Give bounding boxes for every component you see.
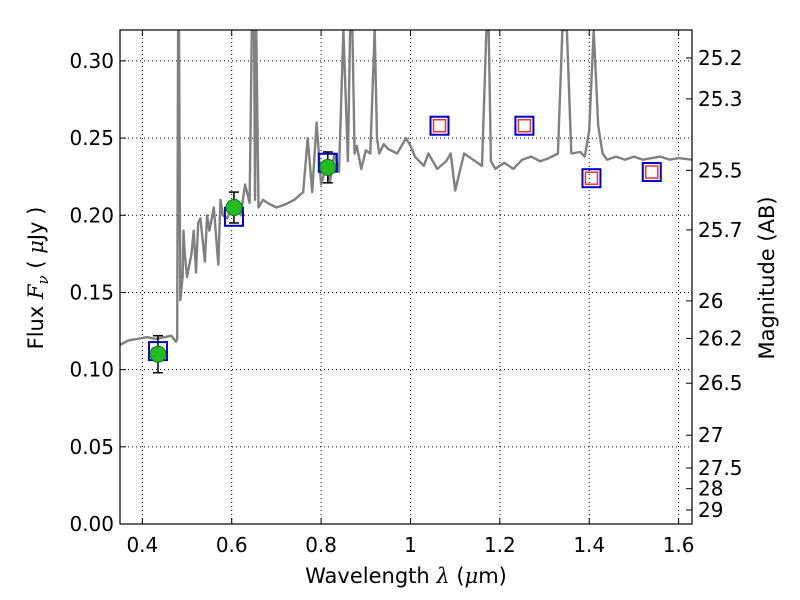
model-photometry-square xyxy=(514,115,535,136)
model-photometry-square xyxy=(641,162,662,183)
model-photometry-square xyxy=(581,168,602,189)
observed-detection-point xyxy=(225,199,243,217)
x-tick-label: 0.8 xyxy=(305,533,337,557)
model-spectrum-line xyxy=(120,30,692,346)
y-tick-label: 0.20 xyxy=(69,203,114,227)
y2-tick-label: 28 xyxy=(698,477,723,501)
markers xyxy=(147,115,662,374)
x-tick-label: 1 xyxy=(404,533,417,557)
y-tick-label: 0.25 xyxy=(69,126,114,150)
x-tick-label: 1.4 xyxy=(573,533,605,557)
observed-upper-square xyxy=(584,171,599,185)
x-tick-label: 0.4 xyxy=(126,533,158,557)
observed-detection-point xyxy=(149,345,167,363)
y-axis-label: Flux Fν ( μJy ) xyxy=(24,207,52,350)
x-tick-label: 1.2 xyxy=(484,533,516,557)
y2-tick-label: 25.7 xyxy=(698,218,743,242)
y2-tick-label: 29 xyxy=(698,498,723,522)
y2-tick-label: 25.3 xyxy=(698,87,743,111)
model-photometry-square xyxy=(429,115,450,136)
y2-tick-label: 25.2 xyxy=(698,46,743,70)
y2-tick-label: 25.5 xyxy=(698,158,743,182)
y2-tick-label: 27.5 xyxy=(698,456,743,480)
grid xyxy=(120,30,692,525)
y2-tick-label: 27 xyxy=(698,423,723,447)
y2-tick-label: 26 xyxy=(698,289,723,313)
y-tick-label: 0.05 xyxy=(69,435,114,459)
y-tick-label: 0.10 xyxy=(69,358,114,382)
x-tick-label: 0.6 xyxy=(216,533,248,557)
y2-tick-label: 26.2 xyxy=(698,326,743,350)
y2-axis-label: Magnitude (AB) xyxy=(755,196,779,359)
plot-frame xyxy=(119,29,693,525)
y-tick-label: 0.15 xyxy=(69,280,114,304)
plot-area xyxy=(120,30,692,374)
axes: 0.4 0.6 0.8 1 1.2 1.4 1.6 0.00 0.05 0.10 0.15 0.20 0… xyxy=(69,29,743,557)
x-axis-label: Wavelength λ (μm) xyxy=(305,564,507,588)
observed-detection-point xyxy=(319,158,337,176)
observed-upper-square xyxy=(517,118,532,133)
y2-tick-label: 26.5 xyxy=(698,371,743,395)
observed-upper-square xyxy=(432,118,447,133)
y-tick-label: 0.30 xyxy=(69,49,114,73)
x-tick-label: 1.6 xyxy=(663,533,695,557)
y-tick-label: 0.00 xyxy=(69,512,114,536)
observed-upper-square xyxy=(645,165,659,179)
